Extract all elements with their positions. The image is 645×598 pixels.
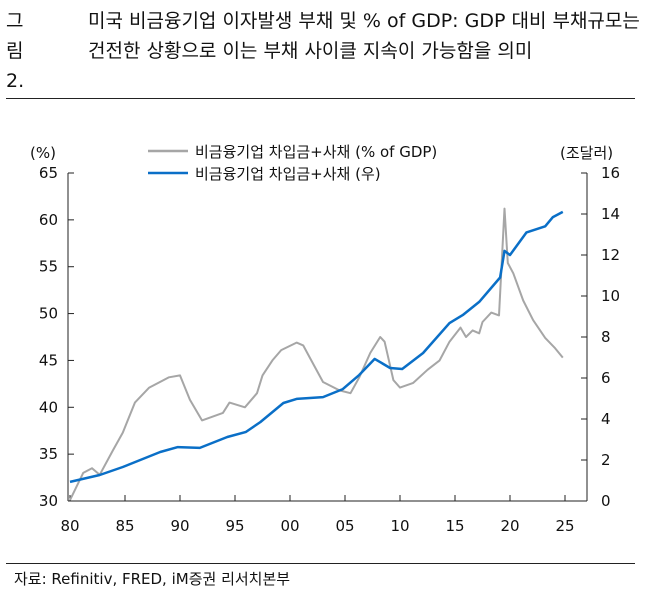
x-tick-label: 00 xyxy=(280,517,299,535)
series-line-gdp-ratio xyxy=(69,207,564,501)
left-axis-unit: (%) xyxy=(30,144,56,162)
x-tick-label: 05 xyxy=(335,517,354,535)
left-tick-label: 30 xyxy=(39,492,58,510)
right-axis-unit: (조달러) xyxy=(560,144,613,162)
figure-number: 그림2. xyxy=(6,10,25,92)
x-tick-label: 90 xyxy=(170,517,189,535)
legend: 비금융기업 차입금+사채 (% of GDP) 비금융기업 차입금+사채 (우) xyxy=(148,143,437,183)
line-chart: (%) (조달러) 비금융기업 차입금+사채 (% of GDP) 비금융기업 … xyxy=(30,143,620,535)
right-tick-label: 4 xyxy=(601,410,611,428)
left-tick-label: 60 xyxy=(39,211,58,229)
left-tick-label: 35 xyxy=(39,445,58,463)
right-tick-label: 6 xyxy=(601,369,611,387)
series-line-level xyxy=(69,210,564,484)
left-tick-label: 65 xyxy=(39,164,58,182)
x-tick-label: 15 xyxy=(445,517,464,535)
x-tick-label: 25 xyxy=(555,517,574,535)
right-tick-label: 8 xyxy=(601,328,611,346)
legend-label-gdp-ratio: 비금융기업 차입금+사채 (% of GDP) xyxy=(195,143,437,161)
right-tick-label: 12 xyxy=(601,246,620,264)
source-note: 자료: Refinitiv, FRED, iM증권 리서치본부 xyxy=(14,570,291,588)
figure-title-text: 미국 비금융기업 이자발생 부채 및 % of GDP: GDP 대비 부채규모… xyxy=(88,10,640,62)
right-tick-label: 14 xyxy=(601,205,620,223)
legend-label-level: 비금융기업 차입금+사채 (우) xyxy=(195,165,381,183)
x-tick-label: 85 xyxy=(115,517,134,535)
left-tick-label: 55 xyxy=(39,258,58,276)
right-tick-label: 0 xyxy=(601,492,611,510)
footer-divider xyxy=(6,563,635,564)
x-tick-label: 10 xyxy=(390,517,409,535)
title-divider xyxy=(6,98,635,99)
left-tick-label: 40 xyxy=(39,398,58,416)
right-tick-label: 16 xyxy=(601,164,620,182)
right-tick-label: 10 xyxy=(601,287,620,305)
x-tick-label: 80 xyxy=(60,517,79,535)
right-tick-label: 2 xyxy=(601,451,611,469)
left-tick-label: 45 xyxy=(39,351,58,369)
x-tick-label: 95 xyxy=(225,517,244,535)
left-tick-label: 50 xyxy=(39,305,58,323)
x-tick-label: 20 xyxy=(500,517,519,535)
